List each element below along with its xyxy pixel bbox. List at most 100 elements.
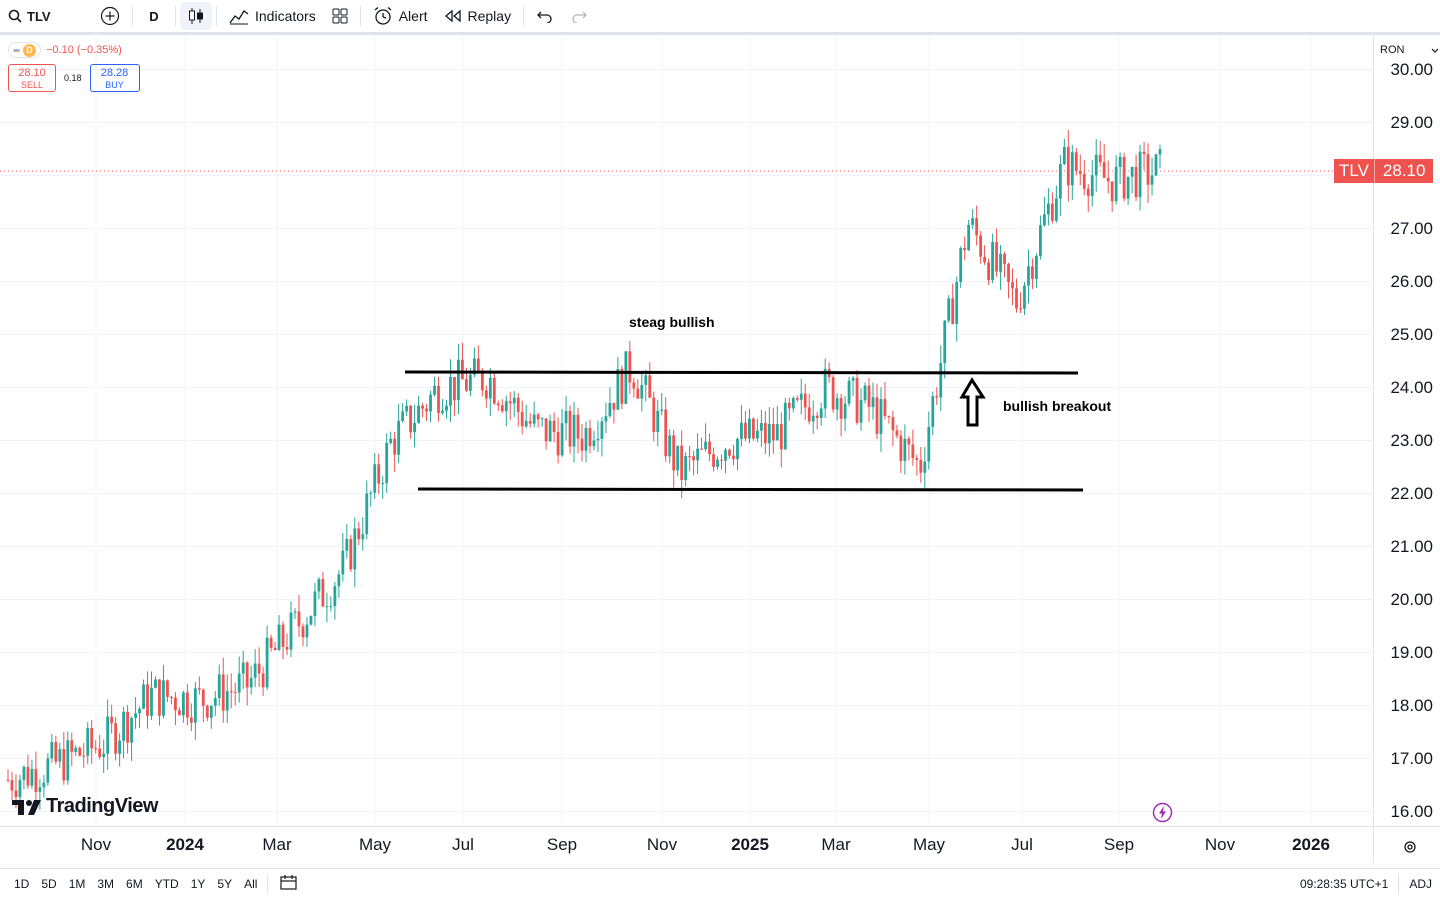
candle <box>445 400 448 419</box>
candle <box>130 716 133 762</box>
resistance-line[interactable] <box>404 370 1079 375</box>
candle <box>947 295 951 324</box>
support-line[interactable] <box>417 487 1084 492</box>
time-tick: Jul <box>1011 835 1033 854</box>
candle <box>672 429 676 488</box>
candle <box>106 699 110 770</box>
candle <box>174 692 177 726</box>
candle <box>114 717 118 761</box>
replay-button[interactable]: Replay <box>436 0 520 32</box>
candle <box>831 375 835 413</box>
range-button[interactable]: 1M <box>68 876 86 891</box>
candle <box>867 377 871 422</box>
tradingview-logo[interactable]: TradingView <box>12 795 158 818</box>
candle <box>684 452 688 487</box>
candle <box>748 408 751 444</box>
candle <box>568 405 572 454</box>
candle <box>652 391 656 442</box>
chart-type-button[interactable] <box>180 2 212 30</box>
candle <box>608 387 612 418</box>
undo-button[interactable] <box>528 0 562 32</box>
buy-button[interactable]: 28.28 BUY <box>89 64 140 92</box>
candle <box>931 391 935 436</box>
candle <box>744 411 747 442</box>
candle <box>560 408 564 457</box>
candle <box>859 388 863 431</box>
time-tick: 2026 <box>1292 835 1330 854</box>
range-button[interactable]: 1D <box>14 876 30 891</box>
candle <box>1114 155 1118 205</box>
candle <box>1039 215 1042 260</box>
candle <box>273 641 277 651</box>
candle <box>759 409 763 447</box>
candle <box>134 697 137 729</box>
price-chart[interactable] <box>0 35 1373 826</box>
collapse-icon <box>13 48 20 52</box>
range-button[interactable]: 3M <box>97 876 115 891</box>
candle <box>891 410 895 447</box>
candle <box>1138 144 1142 211</box>
range-button[interactable]: 5D <box>41 876 57 891</box>
layouts-button[interactable] <box>324 0 356 32</box>
candle <box>500 399 504 414</box>
candle <box>604 402 608 434</box>
candle <box>616 356 620 410</box>
spread-value: 0.18 <box>64 73 82 83</box>
candle <box>393 431 397 472</box>
time-tick: Mar <box>262 835 292 854</box>
search-icon <box>8 9 22 23</box>
range-button[interactable]: 6M <box>126 876 143 891</box>
range-button[interactable]: YTD <box>154 876 179 891</box>
symbol-search[interactable]: TLV <box>0 0 92 32</box>
price-axis[interactable]: RON 30.0029.0028.0027.0026.0025.0024.002… <box>1373 35 1440 826</box>
candle <box>979 230 983 264</box>
time-axis[interactable]: Nov 2024 Mar May Jul Sep Nov 2025 Mar May Jul Sep No… <box>0 826 1373 863</box>
undo-icon <box>537 11 552 23</box>
range-button[interactable]: All <box>244 876 258 891</box>
currency-label[interactable]: RON <box>1380 44 1405 56</box>
adj-toggle[interactable]: ADJ <box>1409 876 1432 891</box>
candle <box>217 664 221 706</box>
candle <box>624 351 628 405</box>
redo-button[interactable] <box>562 0 596 32</box>
sell-button[interactable]: 28.10 SELL <box>8 64 56 92</box>
last-price-value: 28.10 <box>1374 159 1434 183</box>
candle <box>1019 292 1022 313</box>
bullish-breakout-label[interactable]: bullish breakout <box>1003 398 1112 414</box>
price-tick: 22.00 <box>1390 483 1433 503</box>
indicators-button[interactable]: Indicators <box>221 0 324 32</box>
divider <box>132 6 133 26</box>
candle <box>1046 188 1050 226</box>
date-range-button[interactable] <box>272 874 306 893</box>
currency-dropdown-icon[interactable] <box>1431 48 1439 54</box>
candle <box>704 423 707 452</box>
candle <box>373 452 377 499</box>
axis-settings-corner[interactable] <box>1373 826 1440 863</box>
visibility-pill[interactable]: D <box>8 42 41 58</box>
divider <box>267 873 269 894</box>
candle <box>1043 196 1046 227</box>
legend-header: D −0.10 (−0.35%) <box>8 42 140 58</box>
range-button[interactable]: 5Y <box>217 876 233 891</box>
candle <box>991 233 994 284</box>
range-button[interactable]: 1Y <box>190 876 206 891</box>
candle <box>752 417 755 441</box>
candle <box>1035 253 1038 288</box>
candle <box>552 412 556 443</box>
candle <box>532 401 536 428</box>
candle <box>1027 249 1030 304</box>
candle <box>118 733 122 767</box>
candle <box>640 371 644 412</box>
candle <box>261 666 265 696</box>
breakout-arrow[interactable] <box>959 377 986 427</box>
lightning-icon[interactable] <box>1152 802 1173 823</box>
candle <box>536 412 540 428</box>
clock[interactable]: 09:28:35 UTC+1 <box>1299 876 1389 891</box>
interval-button[interactable]: D <box>137 0 171 32</box>
candle <box>54 735 58 765</box>
steag-bullish-label[interactable]: steag bullish <box>629 314 715 330</box>
alert-button[interactable]: Alert <box>365 0 436 32</box>
compare-button[interactable] <box>92 0 128 32</box>
candle <box>835 393 839 421</box>
candle <box>249 665 253 695</box>
